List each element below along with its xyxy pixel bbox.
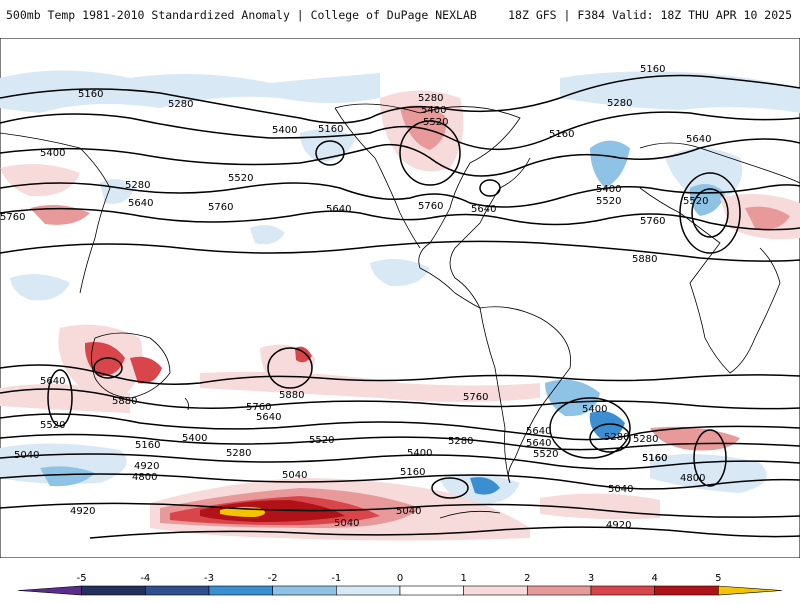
contour-label: 5520 <box>228 173 253 184</box>
height-contours <box>0 74 800 539</box>
anomaly-colorbar: -5 -4 -3 -2 -1 0 1 2 3 4 5 <box>0 568 800 600</box>
contour-label: 5880 <box>632 254 657 265</box>
contour-label: 5280 <box>607 98 632 109</box>
contour-label: 4800 <box>680 473 705 484</box>
contour-label: 5640 <box>686 134 711 145</box>
colorbar-tick-label: -1 <box>331 573 341 584</box>
colorbar-swatch <box>81 585 146 596</box>
anomaly-map: 5160 5280 5400 5160 5280 5400 5520 5160 … <box>0 37 800 559</box>
colorbar-ticks: -5 -4 -3 -2 -1 0 1 2 3 4 5 <box>77 573 722 584</box>
contour-label: 5760 <box>0 212 25 223</box>
contour-label: 5160 <box>642 453 667 464</box>
contour-label: 5160 <box>549 129 574 140</box>
contour-label: 4920 <box>134 461 159 472</box>
contour-label: 5640 <box>471 204 496 215</box>
contour-label: 5760 <box>463 392 488 403</box>
colorbar-swatch <box>590 585 655 596</box>
contour-label: 5760 <box>418 201 443 212</box>
colorbar-swatch <box>399 585 464 596</box>
header-bar: 500mb Temp 1981-2010 Standardized Anomal… <box>0 0 800 30</box>
contour-label: 5280 <box>633 434 658 445</box>
contour-label: 5520 <box>423 117 448 128</box>
colorbar-tick-label: 2 <box>524 573 530 584</box>
colorbar-swatch <box>463 585 528 596</box>
contour-label: 5520 <box>683 196 708 207</box>
contour-label: 5400 <box>421 105 446 116</box>
contour-label: 5280 <box>168 99 193 110</box>
contour-label: 5520 <box>40 420 65 431</box>
contour-label: 5160 <box>400 467 425 478</box>
colorbar-tick-label: -3 <box>204 573 214 584</box>
colorbar-swatch <box>654 585 719 596</box>
contour-label: 5640 <box>526 438 551 449</box>
contour-label: 5760 <box>640 216 665 227</box>
colorbar-tick-label: -2 <box>268 573 278 584</box>
colorbar-swatches <box>17 585 783 596</box>
contour-label: 5160 <box>78 89 103 100</box>
contour-label: 5280 <box>418 93 443 104</box>
contour-label: 5040 <box>608 484 633 495</box>
contour-label: 5040 <box>282 470 307 481</box>
contour-label: 5280 <box>226 448 251 459</box>
contour-label: 5040 <box>396 506 421 517</box>
contour-label: 5160 <box>640 64 665 75</box>
map-title: 500mb Temp 1981-2010 Standardized Anomal… <box>6 8 477 22</box>
colorbar-swatch <box>208 585 273 596</box>
contour-label: 5400 <box>407 448 432 459</box>
contour-label: 5160 <box>135 440 160 451</box>
contour-label: 5160 <box>642 453 667 464</box>
contour-label: 5280 <box>604 432 629 443</box>
contour-label: 5520 <box>596 196 621 207</box>
contour-label: 5520 <box>309 435 334 446</box>
contour-label: 4800 <box>132 472 157 483</box>
contour-label: 5640 <box>326 204 351 215</box>
contour-label: 4920 <box>70 506 95 517</box>
contour-label: 5400 <box>182 433 207 444</box>
colorbar-swatch <box>336 585 401 596</box>
contour-label: 5400 <box>596 184 621 195</box>
contour-label: 5640 <box>40 376 65 387</box>
colorbar-tick-label: 3 <box>588 573 594 584</box>
colorbar-tick-label: 0 <box>397 573 403 584</box>
contour-labels: 5160 5280 5400 5160 5280 5400 5520 5160 … <box>0 64 711 531</box>
contour-label: 5400 <box>272 125 297 136</box>
contour-label: 5640 <box>128 198 153 209</box>
contour-label: 5040 <box>334 518 359 529</box>
contour-label: 5520 <box>533 449 558 460</box>
colorbar-tick-label: 1 <box>460 573 466 584</box>
contour-label: 5280 <box>125 180 150 191</box>
colorbar-tick-label: 5 <box>715 573 721 584</box>
contour-label: 5760 <box>208 202 233 213</box>
contour-label: 5640 <box>256 412 281 423</box>
colorbar-swatch <box>17 585 82 596</box>
colorbar-swatch <box>272 585 337 596</box>
colorbar-tick-label: -5 <box>77 573 87 584</box>
contour-label: 5640 <box>526 426 551 437</box>
contour-label: 5040 <box>14 450 39 461</box>
contour-label: 5880 <box>279 390 304 401</box>
contour-label: 4920 <box>606 520 631 531</box>
contour-label: 5880 <box>112 396 137 407</box>
contour-label: 5400 <box>40 148 65 159</box>
contour-label: 5400 <box>582 404 607 415</box>
contour-label: 5280 <box>448 436 473 447</box>
contour-label: 5160 <box>318 124 343 135</box>
colorbar-swatch <box>527 585 592 596</box>
colorbar-swatch <box>718 585 783 596</box>
colorbar-tick-label: -4 <box>140 573 150 584</box>
colorbar-tick-label: 4 <box>651 573 657 584</box>
contour-label: 5760 <box>246 402 271 413</box>
model-run-label: 18Z GFS | F384 Valid: 18Z THU APR 10 202… <box>508 8 792 22</box>
colorbar-swatch <box>145 585 210 596</box>
